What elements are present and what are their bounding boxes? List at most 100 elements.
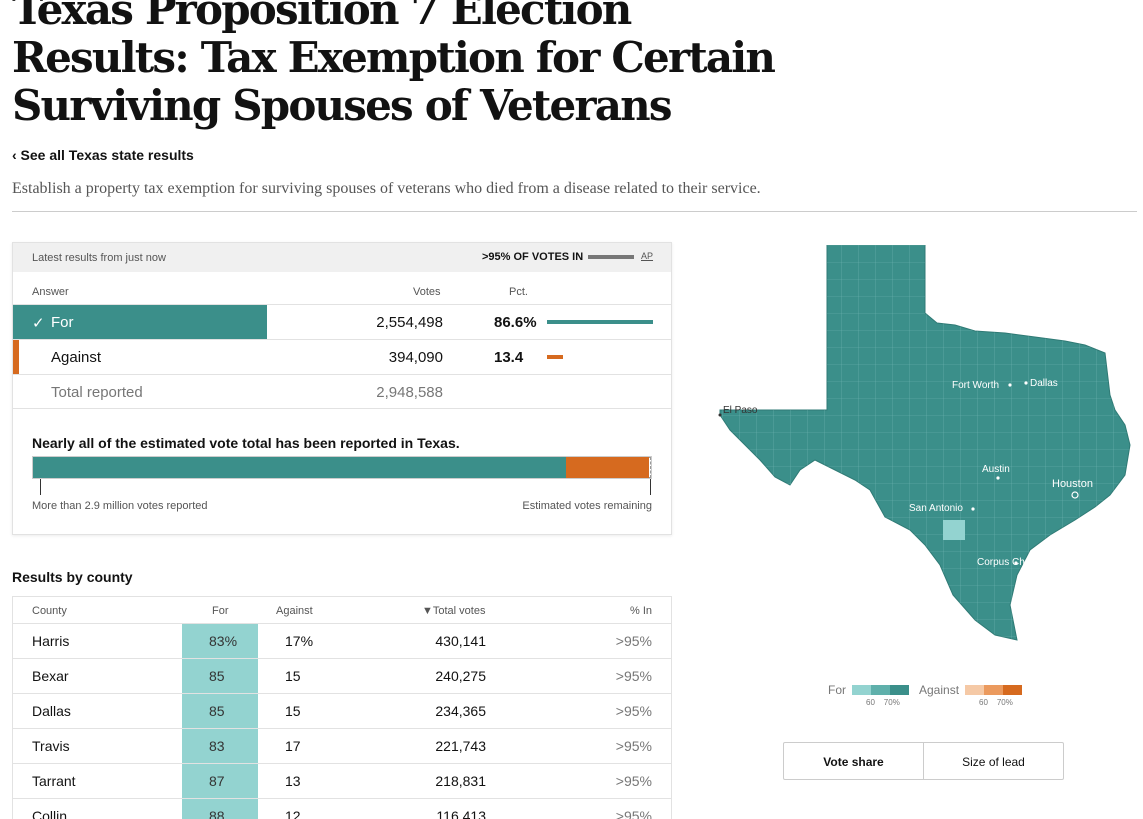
divider — [12, 211, 1137, 212]
legend-swatch — [1003, 685, 1023, 695]
legend-for-scale: 60 70% — [852, 683, 909, 707]
pct-bar-against — [547, 355, 564, 359]
county-for-pct: 83% — [182, 624, 258, 658]
page-title: Texas Proposition 7 Election Results: Ta… — [12, 0, 776, 130]
see-all-texas-results-link[interactable]: ‹ See all Texas state results — [12, 147, 194, 163]
votes-remaining-label: Estimated votes remaining — [522, 500, 652, 512]
results-summary: Latest results from just now >95% OF VOT… — [12, 242, 672, 535]
table-row: Dallas 85 15 234,365 >95% — [13, 693, 671, 728]
legend-for-label: For — [828, 683, 846, 697]
county-pct-in: >95% — [615, 738, 652, 754]
county-total-votes: 240,275 — [435, 668, 486, 684]
progress-start-tick — [40, 479, 41, 495]
table-row: Collin 88 12 116,413 >95% — [13, 798, 671, 819]
vote-share-toggle[interactable]: Vote share — [784, 743, 924, 779]
county-for-pct: 87 — [182, 764, 258, 798]
county-against-pct: 15 — [285, 668, 301, 684]
legend-against-label: Against — [919, 683, 960, 697]
county-name: Bexar — [32, 668, 69, 684]
county-total-votes: 116,413 — [436, 808, 486, 819]
pct-in-column-header[interactable]: % In — [629, 605, 652, 617]
san-antonio-label: San Antonio — [909, 503, 963, 514]
fort-worth-label: Fort Worth — [952, 380, 999, 391]
pct-column-header: Pct. — [509, 286, 528, 298]
answer-pct: 13.4 — [494, 349, 524, 366]
fort-worth-dot — [1008, 383, 1012, 387]
answer-label: Against — [51, 349, 102, 366]
county-against-pct: 13 — [285, 773, 301, 789]
el-paso-label: El Paso — [723, 405, 758, 416]
legend-tick: 60 — [979, 698, 988, 707]
votes-in-bar — [588, 255, 635, 259]
corpus-christi-label: Corpus Christi — [977, 557, 1040, 568]
county-pct-in: >95% — [615, 808, 652, 819]
county-results-title: Results by county — [12, 569, 133, 585]
county-pct-in: >95% — [615, 703, 652, 719]
county-total-votes: 234,365 — [435, 703, 486, 719]
answer-votes: 2,554,498 — [376, 314, 443, 331]
county-against-pct: 17 — [285, 738, 301, 754]
against-color-marker — [13, 340, 19, 375]
county-pct-in: >95% — [615, 773, 652, 789]
legend-swatch — [852, 685, 871, 695]
winner-highlight — [13, 305, 267, 339]
texas-county-map[interactable]: El Paso Fort Worth Dallas Austin Houston… — [705, 245, 1135, 645]
answer-votes: 394,090 — [388, 349, 443, 366]
result-row-total: Total reported 2,948,588 — [13, 374, 671, 409]
county-column-header[interactable]: County — [32, 605, 67, 617]
total-votes: 2,948,588 — [376, 384, 443, 401]
el-paso-dot — [718, 413, 722, 417]
total-votes-column-header[interactable]: ▼Total votes — [422, 605, 486, 617]
for-column-header[interactable]: For — [212, 605, 229, 617]
county-total-votes: 218,831 — [435, 773, 486, 789]
votes-in-status: >95% OF VOTES IN — [482, 251, 635, 263]
pct-bar-for — [547, 320, 653, 324]
table-header: County For Against ▼Total votes % In — [13, 597, 671, 623]
progress-for-segment — [33, 457, 566, 478]
table-row: Travis 83 17 221,743 >95% — [13, 728, 671, 763]
county-for-pct: 85 — [182, 694, 258, 728]
county-name: Collin — [32, 808, 68, 819]
table-row: Harris 83% 17% 430,141 >95% — [13, 623, 671, 658]
votes-column-header: Votes — [413, 286, 441, 298]
table-row: Tarrant 87 13 218,831 >95% — [13, 763, 671, 798]
map-view-toggle: Vote share Size of lead — [783, 742, 1064, 780]
table-row: Bexar 85 15 240,275 >95% — [13, 658, 671, 693]
county-borders — [720, 245, 1130, 640]
county-pct-in: >95% — [615, 668, 652, 684]
austin-dot — [996, 476, 1000, 480]
houston-label: Houston — [1052, 478, 1093, 490]
ap-link[interactable]: AP — [641, 251, 654, 261]
legend-tick: 70% — [996, 698, 1013, 707]
answer-column-header: Answer — [32, 286, 69, 298]
county-results-table: County For Against ▼Total votes % In Har… — [12, 596, 672, 819]
size-of-lead-toggle[interactable]: Size of lead — [962, 755, 1025, 769]
county-total-votes: 430,141 — [435, 633, 486, 649]
results-header: Latest results from just now >95% OF VOT… — [13, 243, 671, 272]
legend-swatch — [984, 685, 1004, 695]
legend-against-scale: 60 70% — [965, 683, 1023, 707]
county-name: Harris — [32, 633, 70, 649]
reported-note: Nearly all of the estimated vote total h… — [32, 435, 460, 451]
answer-label: For — [51, 314, 74, 331]
county-against-pct: 12 — [285, 808, 301, 819]
county-name: Tarrant — [32, 773, 76, 789]
county-for-pct: 85 — [182, 659, 258, 693]
county-name: Dallas — [32, 703, 71, 719]
result-row-for: ✓ For 2,554,498 86.6% — [13, 304, 671, 339]
dallas-label: Dallas — [1030, 378, 1058, 389]
votes-reported-bar — [32, 456, 652, 479]
votes-in-label: >95% OF VOTES IN — [482, 251, 584, 263]
progress-against-segment — [566, 457, 649, 478]
against-column-header[interactable]: Against — [276, 605, 313, 617]
latest-results-text: Latest results from just now — [32, 252, 166, 264]
legend-swatch — [965, 685, 985, 695]
page-description: Establish a property tax exemption for s… — [12, 180, 761, 197]
total-label: Total reported — [51, 384, 143, 401]
county-name: Travis — [32, 738, 70, 754]
result-row-against: Against 394,090 13.4 — [13, 339, 671, 375]
houston-marker — [1071, 491, 1079, 499]
legend-tick: 70% — [883, 698, 900, 707]
austin-label: Austin — [982, 464, 1010, 475]
legend-tick: 60 — [866, 698, 875, 707]
